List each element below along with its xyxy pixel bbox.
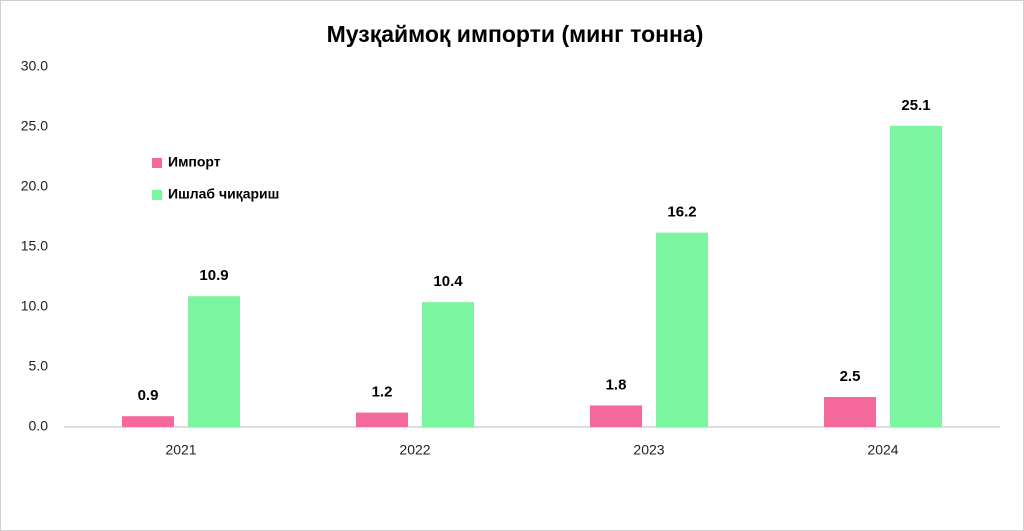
bar (356, 412, 408, 427)
y-tick-label: 5.0 (29, 358, 49, 374)
x-tick-label: 2024 (867, 442, 898, 458)
x-tick-label: 2022 (399, 442, 430, 458)
value-label: 25.1 (901, 97, 930, 114)
bar (122, 416, 174, 427)
bar (656, 232, 708, 427)
value-label: 2.5 (840, 368, 861, 385)
legend-label: Импорт (168, 154, 221, 170)
bar (890, 125, 942, 428)
y-tick-label: 30.0 (21, 58, 48, 74)
value-label: 0.9 (138, 387, 159, 404)
value-label: 10.9 (199, 267, 228, 284)
bar (422, 302, 474, 427)
value-label: 16.2 (667, 204, 696, 221)
x-tick-label: 2021 (165, 442, 196, 458)
y-tick-label: 25.0 (21, 118, 48, 134)
y-tick-label: 20.0 (21, 178, 48, 194)
y-tick-label: 0.0 (29, 418, 49, 434)
value-label: 1.2 (372, 384, 393, 401)
bar (824, 397, 876, 427)
y-tick-label: 15.0 (21, 238, 48, 254)
legend-label: Ишлаб чиқариш (168, 186, 279, 202)
value-label: 10.4 (433, 273, 463, 290)
bar (188, 296, 240, 427)
legend-swatch (152, 158, 162, 168)
x-tick-label: 2023 (633, 442, 664, 458)
value-label: 1.8 (606, 376, 627, 393)
legend-swatch (152, 190, 162, 200)
y-tick-label: 10.0 (21, 298, 48, 314)
chart-title: Музқаймоқ импорти (минг тонна) (327, 21, 704, 47)
bar (590, 405, 642, 427)
